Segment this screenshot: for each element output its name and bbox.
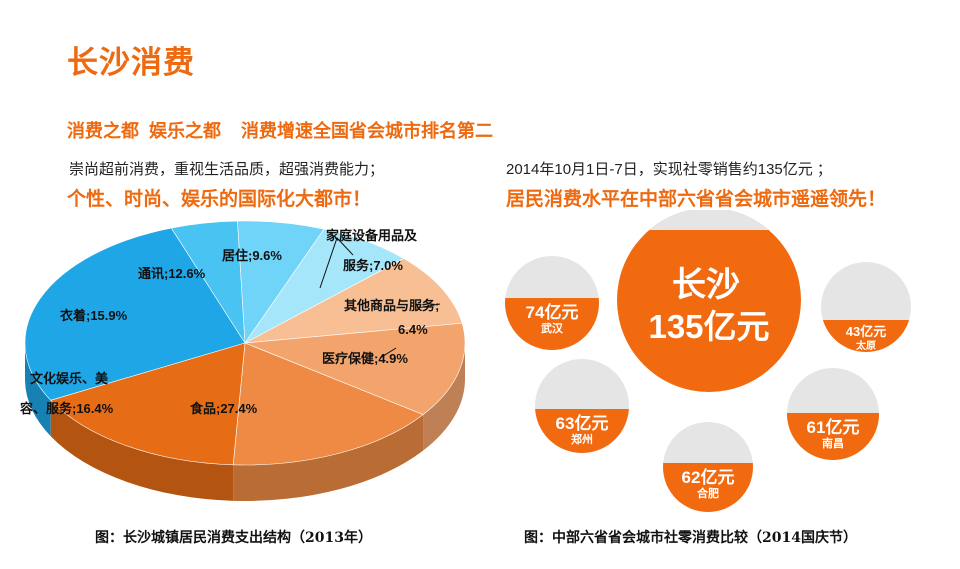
pie-slice-label: 文化娱乐、美容、服务;16.4% bbox=[19, 371, 114, 416]
right-figure-caption: 图：中部六省省会城市社零消费比较（2014国庆节） bbox=[524, 530, 857, 546]
pie-slice-label: 居住;9.6% bbox=[222, 248, 282, 263]
page-title: 长沙消费 bbox=[67, 45, 195, 80]
consumption-pie-chart: 食品;27.4% 医疗保健;4.9% 其他商品与服务; 6.4% 家庭设备用品及服务;7… bbox=[19, 220, 466, 501]
center-value-label: 135亿元 bbox=[648, 308, 769, 345]
bubble-city-label: 合肥 bbox=[697, 486, 719, 500]
left-figure-caption: 图：长沙城镇居民消费支出结构（2013年） bbox=[95, 530, 372, 546]
pie-slice bbox=[50, 342, 246, 466]
pie-slice bbox=[244, 322, 466, 415]
left-description: 崇尚超前消费，重视生活品质，超强消费能力； bbox=[69, 161, 385, 178]
pie-slice bbox=[232, 342, 424, 466]
bubble-city-label: 郑州 bbox=[571, 432, 593, 446]
pie-slice-side bbox=[233, 414, 424, 501]
center-city-label: 长沙 bbox=[672, 266, 740, 304]
pie-slice bbox=[244, 258, 463, 344]
pie-slice-label: 医疗保健;4.9% bbox=[322, 351, 408, 366]
bubble-value-label: 62亿元 bbox=[682, 467, 735, 487]
pie-leader-line bbox=[416, 303, 441, 309]
bubble-value-label: 43亿元 bbox=[846, 324, 886, 339]
pie-slice-label: 家庭设备用品及服务;7.0% bbox=[326, 228, 418, 273]
pie-slice-label: 食品;27.4% bbox=[190, 401, 258, 416]
bubble-city-label: 太原 bbox=[855, 339, 876, 352]
pie-leader-line bbox=[379, 347, 397, 359]
center-bubble: 长沙 135亿元 bbox=[617, 210, 801, 392]
bubble-value-label: 61亿元 bbox=[807, 417, 860, 437]
bubble-city-label: 武汉 bbox=[541, 321, 564, 335]
pie-slice-side bbox=[25, 343, 51, 437]
bubble-value-label: 74亿元 bbox=[526, 302, 579, 322]
pie-leader-line bbox=[319, 237, 354, 289]
pie-slice-label: 衣着;15.9% bbox=[60, 308, 128, 323]
bubble-city-label: 南昌 bbox=[822, 436, 844, 450]
left-highlight: 个性、时尚、娱乐的国际化大都市！ bbox=[67, 189, 372, 210]
pie-slice-label: 其他商品与服务; 6.4% bbox=[344, 298, 439, 337]
pie-slice-label: 通讯;12.6% bbox=[138, 266, 206, 281]
right-highlight: 居民消费水平在中部六省省会城市遥遥领先！ bbox=[506, 189, 887, 210]
pie-slice bbox=[24, 227, 246, 401]
right-description: 2014年10月1日-7日，实现社零销售约135亿元 ； bbox=[506, 161, 832, 178]
page-subtitle: 消费之都 娱乐之都 消费增速全国省会城市排名第二 bbox=[67, 121, 494, 141]
bubble-value-label: 63亿元 bbox=[556, 413, 609, 433]
pie-slice-side bbox=[423, 343, 465, 451]
pie-slice-side bbox=[50, 400, 234, 501]
